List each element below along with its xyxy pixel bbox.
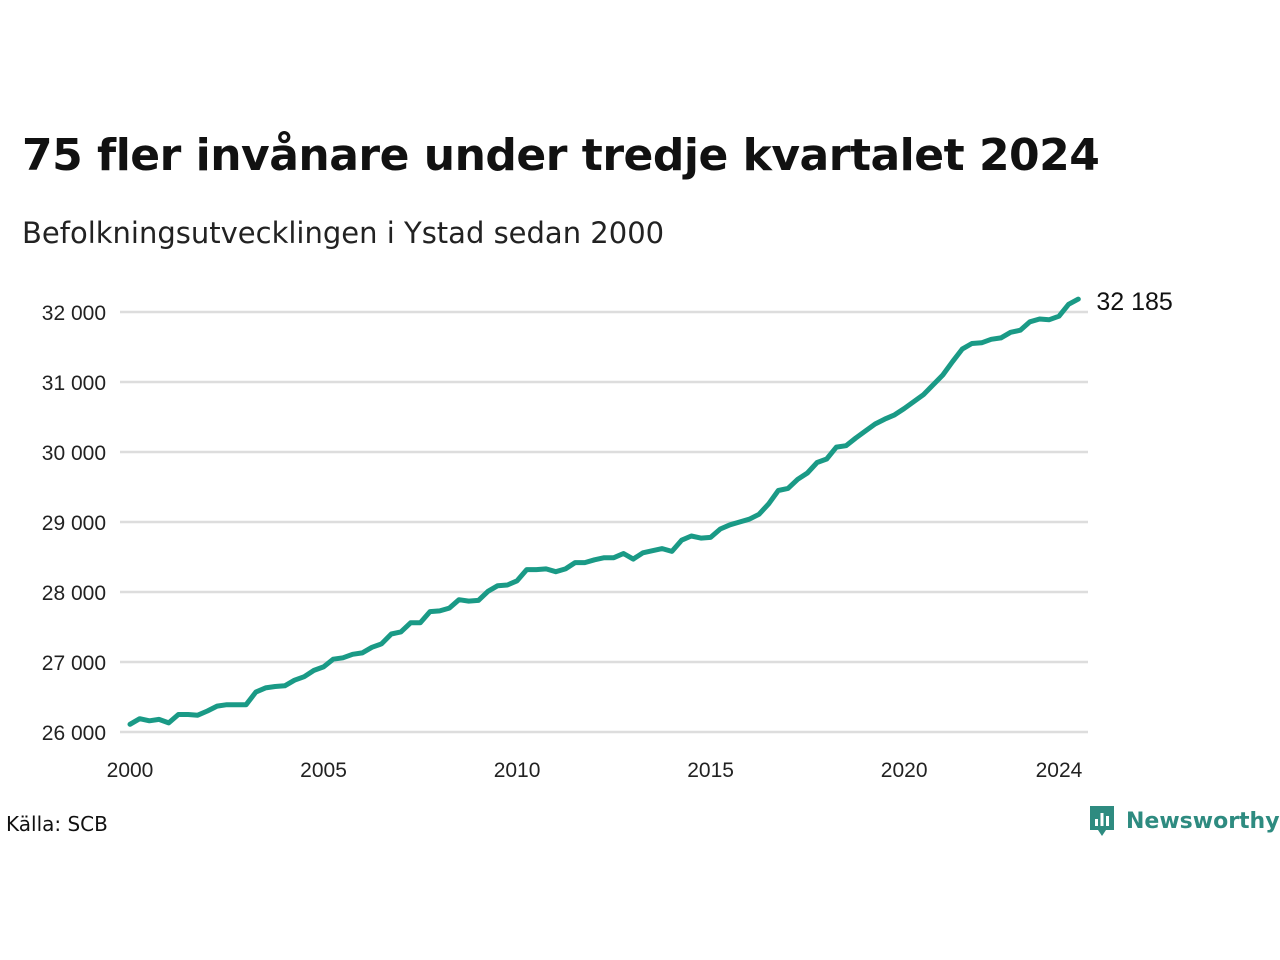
series-group: [127, 296, 1081, 727]
y-tick-label: 32 000: [42, 302, 106, 325]
x-tick-label: 2005: [300, 759, 347, 782]
newsworthy-logo-icon: [1090, 806, 1114, 836]
x-tick-label: 2000: [107, 759, 154, 782]
source-label: Källa: SCB: [6, 812, 108, 836]
x-tick-label: 2020: [881, 759, 928, 782]
brand-logo: Newsworthy: [1088, 804, 1280, 838]
brand-name: Newsworthy: [1126, 808, 1280, 834]
chart-title: 75 fler invånare under tredje kvartalet …: [22, 130, 1100, 181]
y-tick-label: 28 000: [42, 582, 106, 605]
x-axis-ticks: 2000 2005 2010 2015 2020 2024: [107, 759, 1083, 782]
y-tick-label: 30 000: [42, 442, 106, 465]
x-tick-label: 2015: [687, 759, 734, 782]
series-line: [127, 296, 1081, 727]
x-tick-label: 2010: [494, 759, 541, 782]
y-tick-label: 31 000: [42, 372, 106, 395]
y-tick-label: 26 000: [42, 722, 106, 745]
y-tick-label: 27 000: [42, 652, 106, 675]
x-tick-label: 2024: [1036, 759, 1083, 782]
chart-subtitle: Befolkningsutvecklingen i Ystad sedan 20…: [22, 216, 665, 250]
y-axis-ticks: 26 000 27 000 28 000 29 000 30 000 31 000 32 0…: [42, 302, 106, 745]
y-tick-label: 29 000: [42, 512, 106, 535]
gridlines: [120, 310, 1088, 734]
end-value-label: 32 185: [1096, 288, 1172, 316]
